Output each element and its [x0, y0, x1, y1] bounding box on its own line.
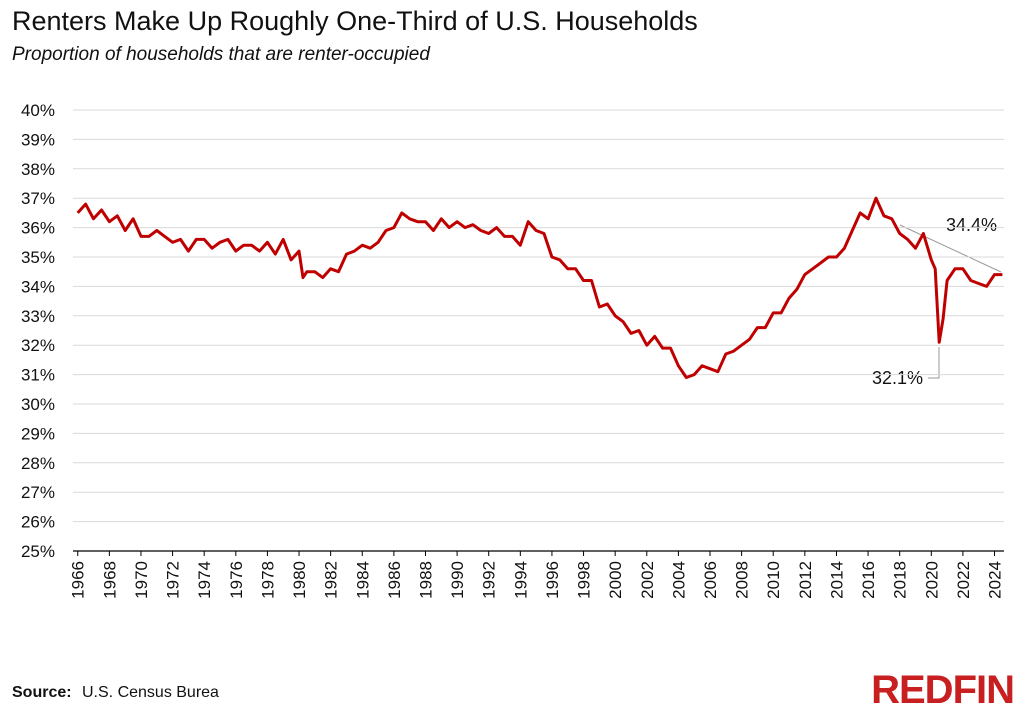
x-tick-label: 1970 — [132, 561, 151, 599]
x-tick-label: 2020 — [922, 561, 941, 599]
x-tick-label: 1998 — [575, 561, 594, 599]
y-tick-label: 37% — [21, 189, 55, 208]
y-tick-label: 39% — [21, 130, 55, 149]
data-line — [76, 196, 1003, 379]
chart-title: Renters Make Up Roughly One-Third of U.S… — [12, 6, 698, 36]
y-tick-label: 27% — [21, 483, 55, 502]
x-tick-label: 2000 — [606, 561, 625, 599]
x-tick-label: 1992 — [480, 561, 499, 599]
y-tick-label: 26% — [21, 513, 55, 532]
logo: REDFIN — [871, 668, 1014, 710]
y-tick-label: 28% — [21, 454, 55, 473]
y-tick-label: 38% — [21, 160, 55, 179]
source-label: Source: — [12, 684, 72, 701]
x-tick-label: 2016 — [859, 561, 878, 599]
x-tick-label: 2002 — [638, 561, 657, 599]
x-tick-label: 2006 — [701, 561, 720, 599]
y-tick-label: 32% — [21, 336, 55, 355]
x-tick-label: 1990 — [448, 561, 467, 599]
annotation-leader — [899, 224, 1002, 273]
x-tick-label: 1996 — [543, 561, 562, 599]
x-tick-label: 2018 — [891, 561, 910, 599]
x-tick-label: 2012 — [796, 561, 815, 599]
chart-subtitle: Proportion of households that are renter… — [12, 44, 431, 65]
x-tick-label: 1984 — [353, 561, 372, 599]
annotation: 34.4% — [946, 215, 997, 235]
y-tick-label: 40% — [21, 101, 55, 120]
x-tick-label: 2004 — [669, 561, 688, 599]
x-tick-label: 1980 — [290, 561, 309, 599]
x-tick-label: 1994 — [511, 561, 530, 599]
y-tick-label: 33% — [21, 307, 55, 326]
x-tick-label: 2014 — [827, 561, 846, 599]
x-tick-label: 2024 — [986, 561, 1005, 599]
y-tick-label: 34% — [21, 277, 55, 296]
x-tick-label: 1986 — [385, 561, 404, 599]
x-tick-label: 1982 — [322, 561, 341, 599]
x-tick-label: 1966 — [69, 561, 88, 599]
y-tick-label: 31% — [21, 366, 55, 385]
x-tick-label: 2022 — [954, 561, 973, 599]
x-tick-label: 1974 — [195, 561, 214, 599]
y-tick-label: 35% — [21, 248, 55, 267]
y-tick-label: 29% — [21, 424, 55, 443]
x-tick-label: 1988 — [416, 561, 435, 599]
y-tick-label: 36% — [21, 219, 55, 238]
annotation: 32.1% — [872, 368, 923, 388]
source-text: U.S. Census Burea — [82, 684, 219, 701]
x-tick-label: 1968 — [100, 561, 119, 599]
y-tick-label: 25% — [21, 542, 55, 561]
x-tick-label: 1972 — [164, 561, 183, 599]
x-tick-label: 2010 — [764, 561, 783, 599]
x-tick-label: 2008 — [733, 561, 752, 599]
annotation-leader — [928, 347, 940, 379]
y-tick-label: 30% — [21, 395, 55, 414]
x-tick-label: 1976 — [227, 561, 246, 599]
x-tick-label: 1978 — [258, 561, 277, 599]
